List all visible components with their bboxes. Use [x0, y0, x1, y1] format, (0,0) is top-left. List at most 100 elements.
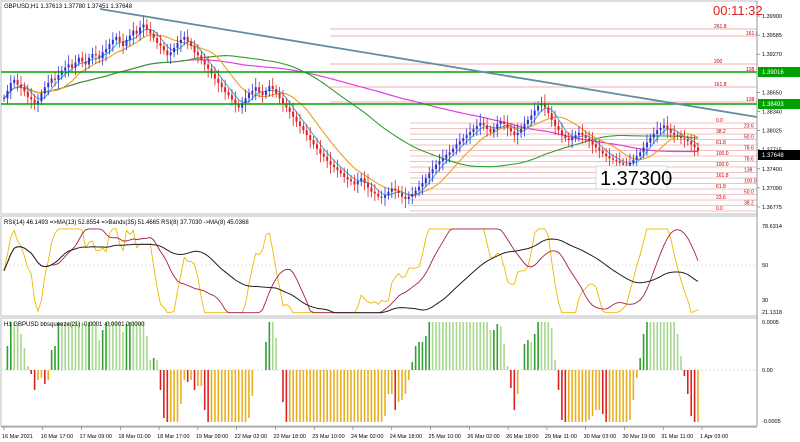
candle-body [547, 107, 550, 114]
candle-body [71, 64, 74, 68]
candle-body [237, 104, 240, 108]
candle-body [37, 101, 40, 105]
candle-body [509, 127, 512, 132]
candle-body [448, 152, 451, 155]
candle-body [196, 52, 199, 56]
fib-level-label: 0.0 [716, 118, 723, 124]
time-tick-label: 25 Mar 10:00 [429, 434, 461, 440]
fib-level-label: 23.6 [744, 124, 754, 130]
time-tick-label: 22 Mar 18:00 [273, 434, 305, 440]
fib-upper-label: 138 [746, 97, 755, 103]
candle-body [268, 85, 271, 91]
candle-body [217, 78, 220, 83]
main-panel-header: GBPUSD,H1 1.37613 1.37780 1.37451 1.3764… [4, 4, 133, 10]
price-tick-label: 1.39270 [762, 52, 782, 58]
fib-upper-label: 161.8 [746, 31, 759, 37]
candle-body [145, 24, 148, 30]
candle-body [122, 41, 125, 47]
fib-level-label: 78.6 [744, 146, 754, 152]
candle-body [292, 111, 295, 117]
candle-body [584, 135, 587, 139]
candle-body [394, 188, 397, 191]
candle-body [125, 39, 128, 47]
candle-body [390, 188, 393, 192]
candle-body [594, 144, 597, 148]
candle-body [343, 173, 346, 177]
candle-body [54, 78, 57, 80]
candle-body [506, 124, 509, 128]
candle-body [319, 148, 322, 154]
candle-body [220, 82, 223, 88]
candle-body [213, 73, 216, 79]
candle-body [622, 162, 625, 165]
candle-body [465, 135, 468, 139]
candle-body [411, 194, 414, 197]
candle-body [530, 115, 533, 120]
candle-body [111, 39, 114, 45]
candle-body [224, 87, 227, 93]
candle-body [98, 55, 101, 59]
candle-body [479, 122, 482, 126]
candle-body [139, 27, 142, 34]
candle-body [656, 130, 659, 134]
candle-body [428, 173, 431, 179]
candle-body [115, 36, 118, 40]
fib-level-label: 50.0 [744, 190, 754, 196]
candle-body [363, 178, 366, 184]
fib-level-label: 100.0 [744, 179, 757, 185]
candle-body [33, 99, 36, 105]
candle-body [50, 78, 53, 83]
candle-body [533, 110, 536, 116]
candle-body [251, 90, 254, 94]
candle-body [74, 62, 77, 68]
candle-body [628, 162, 631, 166]
candle-body [101, 52, 104, 59]
candle-body [418, 186, 421, 191]
rsi-tick-label: 21.1318 [762, 310, 782, 316]
candle-body [469, 132, 472, 136]
candle-body [669, 129, 672, 133]
fib-level-label: 61.8 [716, 184, 726, 190]
rsi-tick-label: 78.6314 [762, 224, 782, 230]
candle-body [618, 160, 621, 163]
candle-body [6, 90, 9, 99]
fib-level-label: 100.0 [716, 162, 729, 168]
candle-body [591, 141, 594, 145]
candle-body [81, 57, 84, 62]
candle-body [156, 38, 159, 43]
time-tick-label: 23 Mar 10:00 [312, 434, 344, 440]
candle-body [455, 144, 458, 149]
candle-body [47, 82, 50, 88]
candle-body [697, 147, 699, 151]
candle-body [159, 42, 162, 47]
candle-body [16, 79, 19, 85]
rsi-bands-line [3, 238, 699, 314]
candle-body [431, 168, 434, 174]
candle-body [43, 87, 46, 94]
candle-body [645, 142, 648, 148]
candle-body [520, 129, 523, 133]
candle-body [560, 130, 563, 136]
candle-body [152, 33, 155, 39]
time-tick-label: 30 Mar 19:00 [622, 434, 654, 440]
candle-body [356, 181, 359, 185]
fib-upper-label: 161.8 [714, 82, 727, 88]
big-price-box [595, 165, 668, 190]
candle-body [20, 84, 23, 88]
candle-body [281, 98, 284, 104]
candle-body [207, 64, 210, 69]
time-tick-label: 18 Mar 01:00 [118, 434, 150, 440]
candle-body [173, 47, 176, 53]
squeeze-layer [1, 322, 757, 422]
fib-upper-label: 261.8 [714, 24, 727, 30]
candle-body [322, 153, 325, 157]
time-tick-label: 16 Mar 17:00 [41, 434, 73, 440]
candle-body [190, 41, 193, 47]
candle-body [693, 144, 696, 148]
candle-body [435, 164, 438, 169]
candle-body [673, 132, 676, 136]
candle-body [537, 105, 540, 111]
candle-body [326, 156, 329, 161]
candle-body [639, 152, 642, 157]
candle-body [683, 138, 686, 140]
